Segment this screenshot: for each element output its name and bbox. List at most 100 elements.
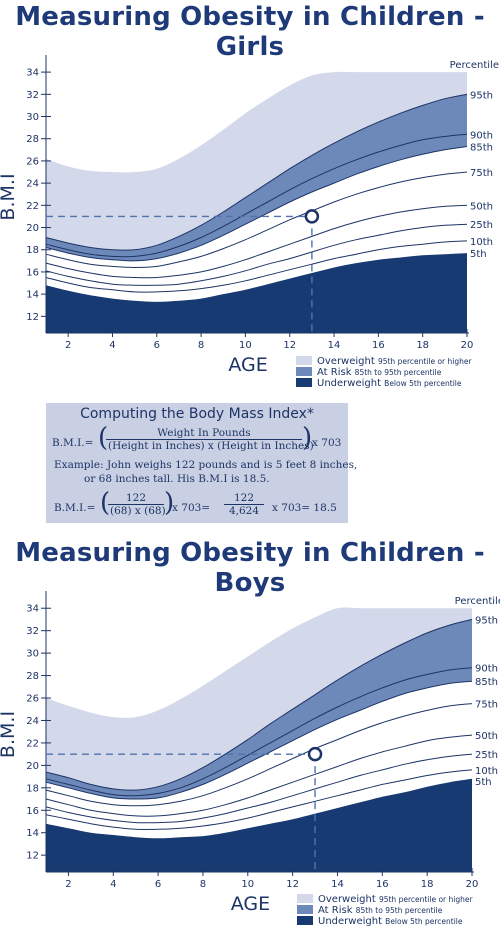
y-tick-label-14: 14	[26, 290, 39, 301]
y-tick-label-16: 16	[26, 806, 39, 817]
boys-chart-title: Measuring Obesity in Children - Boys	[15, 538, 485, 598]
percentile-bands	[46, 71, 467, 333]
percentile-header: Percentile	[455, 596, 500, 607]
example-lhs: B.M.I.=	[54, 502, 96, 514]
girls-chart-title: Measuring Obesity in Children - Girls	[15, 2, 485, 62]
y-tick-label-12: 12	[26, 851, 39, 862]
x-axis-label: AGE	[228, 354, 267, 376]
underweight-band	[46, 778, 472, 872]
formula-close-paren: )	[302, 423, 313, 453]
legend-swatch-overweight	[297, 894, 313, 903]
example-numerator-2: 122	[233, 492, 255, 504]
y-tick-label-28: 28	[26, 134, 39, 145]
percentile-curves	[45, 618, 473, 831]
y-tick-label-24: 24	[26, 716, 39, 727]
x-tick-label-16: 16	[372, 340, 385, 351]
curve-50th	[45, 734, 473, 817]
example-multiplier: x 703=	[172, 502, 211, 514]
y-tick-label-32: 32	[26, 90, 39, 101]
x-tick-label-4: 4	[109, 340, 115, 351]
percentile-label-50th: 50th	[470, 201, 493, 212]
y-tick-label-18: 18	[26, 783, 39, 794]
formula-open-paren: (	[98, 423, 109, 453]
percentile-label-10th: 10th	[475, 766, 498, 777]
x-tick-label-6: 6	[155, 879, 161, 890]
curve-10th	[45, 769, 473, 831]
y-tick-label-14: 14	[26, 828, 39, 839]
y-axis-label: B.M.I	[0, 173, 19, 220]
percentile-label-25th: 25th	[475, 750, 498, 761]
x-tick-label-20: 20	[466, 879, 479, 890]
percentile-curves	[45, 93, 468, 293]
y-tick-label-32: 32	[26, 626, 39, 637]
x-tick-label-4: 4	[110, 879, 116, 890]
y-tick-label-28: 28	[26, 671, 39, 682]
example-denominator-2: 4,624	[224, 504, 264, 517]
curve-10th	[45, 240, 468, 293]
x-tick-label-14: 14	[331, 879, 344, 890]
x-tick-label-12: 12	[283, 340, 296, 351]
legend-swatch-at_risk	[296, 367, 312, 376]
legend-swatch-underweight	[296, 378, 312, 387]
curve-75th	[45, 703, 473, 807]
axes	[41, 55, 469, 337]
overweight-band	[46, 71, 467, 251]
legend-entry-at_risk: At Risk 85th to 95th percentile	[318, 905, 443, 916]
percentile-label-75th: 75th	[470, 168, 493, 179]
marker-guides	[46, 753, 316, 872]
example-line-1: Example: John weighs 122 pounds and is 5…	[54, 459, 358, 471]
formula-denominator: (Height in Inches) x (Height in Inches)	[106, 439, 314, 452]
percentile-labels: Percentile95th90th85th75th50th25th10th5t…	[450, 60, 499, 260]
marker-point	[304, 209, 320, 224]
x-tick-label-10: 10	[241, 879, 254, 890]
percentile-header: Percentile	[450, 60, 499, 71]
legend-entry-at_risk: At Risk 85th to 95th percentile	[317, 367, 442, 378]
legend-sublabel-at_risk: 85th to 95th percentile	[356, 906, 443, 915]
y-tick-label-34: 34	[26, 604, 39, 615]
y-tick-label-22: 22	[26, 201, 39, 212]
y-tick-label-12: 12	[26, 312, 39, 323]
curve-50th	[45, 204, 468, 279]
y-tick-label-18: 18	[26, 245, 39, 256]
formula-numerator: Weight In Pounds	[157, 427, 251, 439]
percentile-label-90th: 90th	[475, 664, 498, 675]
y-axis-label: B.M.I	[0, 711, 19, 758]
x-tick-label-10: 10	[239, 340, 252, 351]
boys-bmi-chart: Percentile 95th 90th 85th 75th 50th 25th 10th5t…	[0, 591, 500, 927]
percentile-labels: Percentile95th90th85th75th50th25th10th5t…	[455, 596, 500, 788]
x-tick-label-6: 6	[154, 340, 160, 351]
percentile-label-95th: 95th	[470, 90, 493, 101]
axes	[41, 591, 474, 876]
curve-85th	[45, 146, 468, 262]
marker-guides	[46, 215, 313, 333]
percentile-label-85th: 85th	[475, 677, 498, 688]
x-tick-label-2: 2	[65, 340, 71, 351]
example-fraction: 122 (68) x (68)	[108, 492, 166, 517]
curve-90th	[45, 667, 473, 797]
legend-entry-overweight: Overweight 95th percentile or higher	[318, 894, 473, 905]
legend-swatch-at_risk	[297, 905, 313, 914]
y-tick-label-22: 22	[26, 738, 39, 749]
x-tick-label-12: 12	[286, 879, 299, 890]
at-risk-band	[46, 94, 467, 261]
y-tick-label-30: 30	[26, 649, 39, 660]
curve-95th	[45, 618, 473, 791]
percentile-label-50th: 50th	[475, 731, 498, 742]
legend-entry-overweight: Overweight 95th percentile or higher	[317, 356, 472, 367]
example-fraction-2: 122 4,624	[224, 492, 264, 517]
x-tick-label-18: 18	[416, 340, 429, 351]
x-tick-label-8: 8	[198, 340, 204, 351]
percentile-label-5th: 5th	[470, 249, 487, 260]
curve-95th	[45, 93, 468, 251]
percentile-label-75th: 75th	[475, 700, 498, 711]
legend-sublabel-overweight: 95th percentile or higher	[379, 895, 474, 904]
formula-lhs: B.M.I.=	[52, 437, 94, 449]
example-close-paren: )	[164, 488, 175, 518]
formula-fraction: Weight In Pounds (Height in Inches) x (H…	[106, 427, 314, 452]
legend-swatch-overweight	[296, 356, 312, 365]
legend-label-underweight: Underweight	[317, 378, 384, 389]
overweight-band	[46, 607, 472, 791]
